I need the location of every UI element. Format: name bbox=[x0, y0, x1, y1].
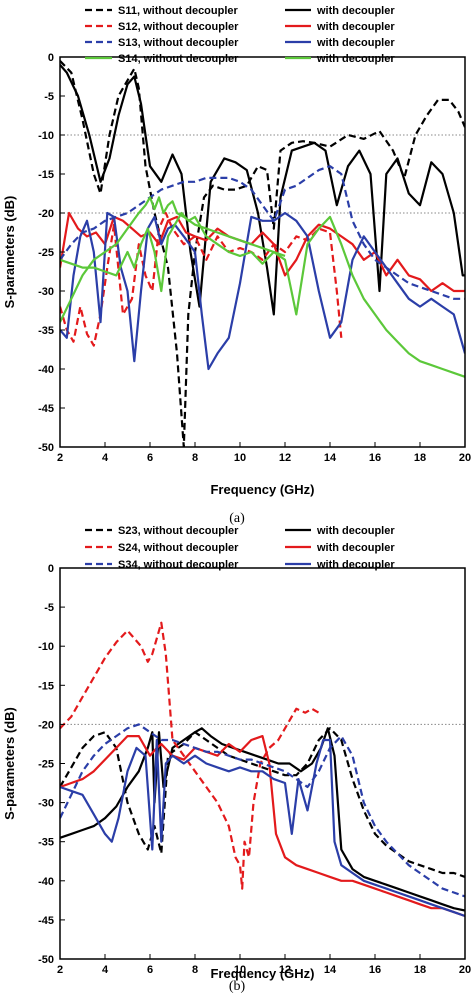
legend-label-with: with decoupler bbox=[316, 525, 395, 537]
chart-panel-a: 2 4 6 8 10 12 14 16 18 20 0 -5 -10 -15 -20 -25 -30 -35 -40… bbox=[2, 5, 471, 526]
y-tick-label: -40 bbox=[38, 364, 54, 376]
x-axis-label-a: Frequency (GHz) bbox=[210, 482, 314, 497]
x-tick-label: 2 bbox=[57, 452, 63, 464]
x-tick-label: 10 bbox=[234, 452, 246, 464]
x-tick-label: 8 bbox=[192, 452, 198, 464]
x-tick-label: 16 bbox=[369, 452, 381, 464]
axis-ticks-b: 2 4 6 8 10 12 14 16 18 20 0 -5 -10 -15 -20 -25 -30 -35 -40… bbox=[38, 563, 471, 976]
series-line-s24-without bbox=[60, 621, 320, 890]
series-line-s24-with bbox=[60, 735, 465, 918]
caption-b: (b) bbox=[229, 979, 246, 994]
x-tick-label: 6 bbox=[147, 452, 153, 464]
y-axis-label-b: S-parameters (dB) bbox=[2, 707, 17, 820]
y-tick-label: -20 bbox=[38, 719, 54, 731]
y-tick-label: -5 bbox=[44, 91, 54, 103]
series-line-s11-without bbox=[60, 60, 465, 447]
y-tick-label: -20 bbox=[38, 208, 54, 220]
legend-label-without: S13, without decoupler bbox=[118, 37, 239, 49]
x-tick-label: 8 bbox=[192, 964, 198, 976]
axis-ticks-a: 2 4 6 8 10 12 14 16 18 20 0 -5 -10 -15 -20 -25 -30 -35 -40… bbox=[38, 52, 471, 464]
y-tick-label: -25 bbox=[38, 247, 54, 259]
y-axis-label-a: S-parameters (dB) bbox=[2, 196, 17, 309]
legend-label-without: S12, without decoupler bbox=[118, 21, 239, 33]
y-tick-label: -35 bbox=[38, 837, 54, 849]
x-tick-label: 6 bbox=[147, 964, 153, 976]
series-group-a bbox=[60, 60, 465, 447]
reference-lines-a bbox=[60, 134, 465, 214]
series-line-s11-with bbox=[60, 64, 465, 316]
caption-a: (a) bbox=[229, 511, 245, 526]
y-tick-label: -5 bbox=[44, 602, 54, 614]
x-tick-label: 16 bbox=[369, 964, 381, 976]
y-tick-label: -30 bbox=[38, 798, 54, 810]
x-tick-label: 12 bbox=[279, 964, 291, 976]
legend-label-with: with decoupler bbox=[316, 21, 395, 33]
y-tick-label: -30 bbox=[38, 286, 54, 298]
x-tick-label: 20 bbox=[459, 964, 471, 976]
y-tick-label: -45 bbox=[38, 403, 54, 415]
series-line-s14-with bbox=[60, 211, 465, 378]
legend-label-without: S34, without decoupler bbox=[118, 559, 239, 571]
legend-a: S11, without decoupler with decoupler S12,… bbox=[85, 5, 395, 65]
y-tick-label: -45 bbox=[38, 915, 54, 927]
legend-label-with: with decoupler bbox=[316, 559, 395, 571]
x-tick-label: 20 bbox=[459, 452, 471, 464]
x-tick-label: 4 bbox=[102, 452, 109, 464]
series-line-s12-without bbox=[60, 211, 343, 347]
y-tick-label: 0 bbox=[48, 52, 54, 64]
x-tick-label: 18 bbox=[414, 964, 426, 976]
legend-label-without: S11, without decoupler bbox=[118, 5, 239, 17]
y-tick-label: -10 bbox=[38, 641, 54, 653]
series-group-b bbox=[60, 621, 465, 918]
x-tick-label: 2 bbox=[57, 964, 63, 976]
legend-label-with: with decoupler bbox=[316, 37, 395, 49]
y-tick-label: -50 bbox=[38, 442, 54, 454]
series-line-s14-without bbox=[60, 196, 286, 323]
y-tick-label: -15 bbox=[38, 169, 54, 181]
legend-label-without: S23, without decoupler bbox=[118, 525, 239, 537]
y-tick-label: -25 bbox=[38, 759, 54, 771]
legend-label-without: S24, without decoupler bbox=[118, 542, 239, 554]
x-tick-label: 4 bbox=[102, 964, 109, 976]
legend-label-with: with decoupler bbox=[316, 5, 395, 17]
y-tick-label: -35 bbox=[38, 325, 54, 337]
y-tick-label: 0 bbox=[48, 563, 54, 575]
legend-label-with: with decoupler bbox=[316, 542, 395, 554]
legend-b: S23, without decoupler with decoupler S24,… bbox=[85, 525, 395, 571]
plot-frame-a bbox=[59, 56, 466, 448]
legend-label-without: S14, without decoupler bbox=[118, 53, 239, 65]
x-tick-label: 14 bbox=[324, 452, 337, 464]
x-tick-label: 18 bbox=[414, 452, 426, 464]
x-tick-label: 10 bbox=[234, 964, 246, 976]
y-tick-label: -50 bbox=[38, 954, 54, 966]
y-tick-label: -10 bbox=[38, 130, 54, 142]
y-tick-label: -15 bbox=[38, 680, 54, 692]
x-axis-label-b: Frequency (GHz) bbox=[210, 966, 314, 981]
series-line-s13-without bbox=[60, 165, 465, 300]
legend-label-with: with decoupler bbox=[316, 53, 395, 65]
chart-panel-b: 2 4 6 8 10 12 14 16 18 20 0 -5 -10 -15 -20 -25 -30 -35 -40… bbox=[2, 525, 471, 994]
series-line-s23-with bbox=[60, 727, 465, 912]
x-tick-label: 14 bbox=[324, 964, 337, 976]
series-line-s13-with bbox=[60, 211, 465, 371]
series-line-s34-without bbox=[60, 723, 465, 898]
series-line-s34-with bbox=[60, 738, 465, 918]
x-tick-label: 12 bbox=[279, 452, 291, 464]
y-tick-label: -40 bbox=[38, 876, 54, 888]
